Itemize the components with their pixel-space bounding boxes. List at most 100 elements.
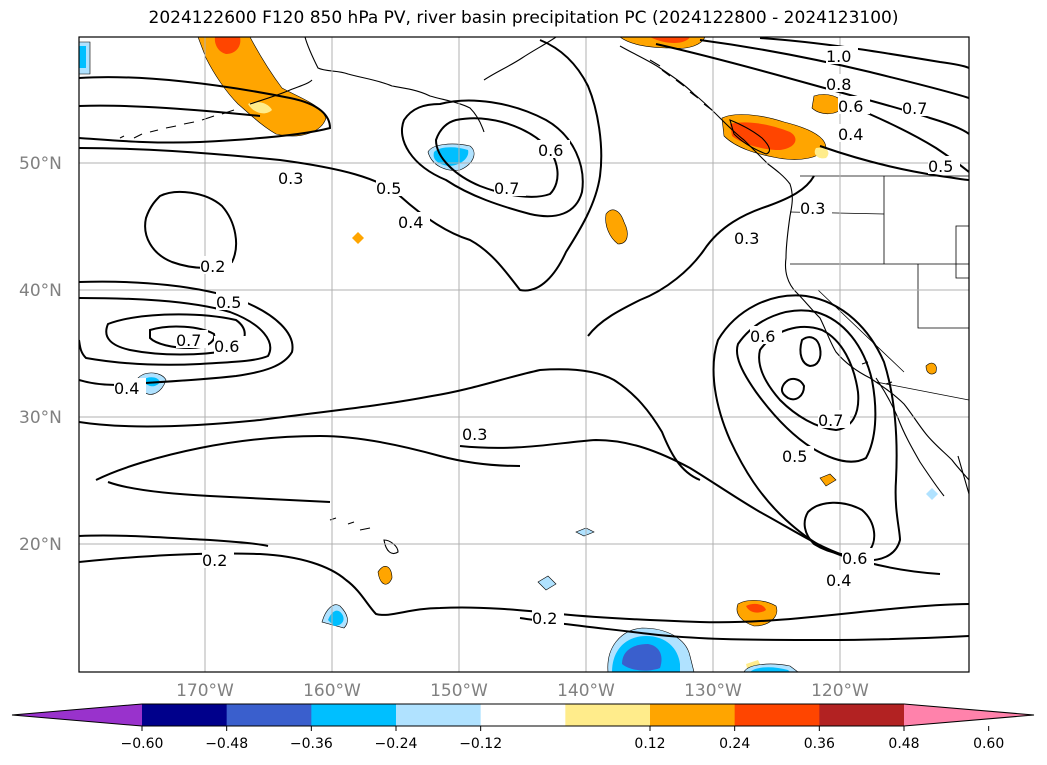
colorbar-tick-label: −0.24	[375, 736, 418, 752]
contour-label: 0.4	[826, 571, 851, 590]
contour-label: 0.6	[214, 337, 239, 356]
pv-contour	[79, 368, 701, 481]
pv-contour	[79, 76, 332, 144]
us-mexico-border	[875, 381, 969, 401]
contour-label: 0.6	[750, 327, 775, 346]
colorbar-segment	[819, 704, 905, 726]
contour-label: 0.7	[818, 411, 843, 430]
negative-precip-core	[79, 46, 86, 68]
positive-precip-area	[197, 37, 327, 137]
alaska-islands	[649, 59, 713, 111]
positive-precip-area	[377, 566, 393, 585]
pv-contour	[149, 325, 216, 350]
colorbar-tick-label: −0.60	[121, 736, 164, 752]
pv-contour	[79, 39, 603, 292]
positive-precip-area	[605, 209, 628, 245]
contour-label: 0.3	[734, 229, 759, 248]
pv-contour	[799, 336, 822, 368]
contour-label: 0.6	[838, 97, 863, 116]
lat-label: 30°N	[19, 408, 62, 428]
negative-precip-area	[575, 527, 595, 537]
pv-contour	[79, 297, 272, 366]
contour-label: 0.3	[800, 199, 825, 218]
negative-precip-core	[750, 667, 790, 672]
colorbar-segment	[142, 704, 228, 726]
colorbar-tick-label: 0.36	[804, 736, 835, 752]
contour-label: 0.6	[538, 141, 563, 160]
positive-precip-area	[819, 473, 837, 487]
negative-precip-area	[537, 575, 557, 591]
state-borders	[789, 176, 969, 373]
colorbar-tick-label: 0.12	[634, 736, 665, 752]
contour-label: 0.5	[928, 157, 953, 176]
colorbar-extend-max	[904, 704, 1034, 726]
colorbar-segment	[734, 704, 820, 726]
alaska-peninsula	[249, 79, 313, 105]
pv-contours	[79, 37, 969, 642]
colorbar: −0.60 −0.48 −0.36 −0.24 −0.12 0.12 0.24 0.36 0.4…	[11, 703, 1035, 752]
colorbar-segment	[650, 704, 736, 726]
positive-precip-area	[352, 232, 364, 244]
pv-contour	[519, 617, 969, 642]
colorbar-segment	[480, 704, 566, 726]
latitude-axis: 50°N 40°N 30°N 20°N	[19, 154, 62, 555]
contour-label: 0.2	[532, 609, 557, 628]
colorbar-segment	[226, 704, 312, 726]
positive-precip-core	[214, 37, 241, 54]
lon-label: 160°W	[303, 681, 361, 701]
hawaii	[329, 517, 399, 555]
colorbar-tick-label: 0.60	[973, 736, 1004, 752]
vancouver-island	[729, 119, 771, 155]
contour-label: 0.3	[462, 425, 487, 444]
pv-contour	[845, 103, 969, 173]
colorbar-tick-label: 0.48	[888, 736, 919, 752]
pv-contour	[79, 104, 261, 117]
pv-contour	[79, 534, 269, 547]
contour-label: 0.2	[202, 551, 227, 570]
contour-label: 0.5	[216, 293, 241, 312]
pv-contour	[759, 37, 969, 69]
colorbar-tick-label: 0.24	[719, 736, 750, 752]
baja-coast	[875, 377, 969, 497]
contour-label: 0.7	[494, 179, 519, 198]
contour-label: 0.4	[114, 379, 139, 398]
longitude-axis: 170°W 160°W 150°W 140°W 130°W 120°W	[176, 681, 869, 701]
colorbar-extend-min	[12, 704, 142, 726]
colorbar-ticks: −0.60 −0.48 −0.36 −0.24 −0.12 0.12 0.24 0.36 0.4…	[121, 726, 1004, 752]
pv-contour	[712, 294, 902, 562]
pv-contour	[434, 117, 559, 198]
colorbar-segment	[565, 704, 651, 726]
negative-precip-area	[926, 488, 938, 500]
lat-label: 50°N	[19, 154, 62, 174]
contour-label: 0.3	[278, 169, 303, 188]
contour-label-group: 0.3 0.5 0.4 0.6 0.7 1.0 0.8 0.6 0.7 0.4 …	[114, 46, 960, 628]
contour-label: 0.6	[842, 549, 867, 568]
contour-label: 0.7	[176, 331, 201, 350]
map-frame	[78, 36, 970, 673]
pv-contour	[736, 309, 877, 463]
contour-label: 1.0	[826, 47, 851, 66]
pv-contour	[79, 552, 969, 624]
aleutians	[119, 109, 235, 139]
map-title: 2024122600 F120 850 hPa PV, river basin …	[148, 8, 899, 28]
pv-contour	[401, 99, 584, 218]
contour-label: 0.7	[902, 99, 927, 118]
negative-precip-core	[622, 644, 662, 671]
positive-precip-edge	[248, 102, 272, 114]
positive-precip-area	[925, 362, 937, 375]
lat-label: 40°N	[19, 281, 62, 301]
contour-label: 0.5	[782, 447, 807, 466]
pv-contour	[758, 325, 860, 432]
lon-label: 130°W	[684, 681, 742, 701]
colorbar-tick-label: −0.12	[459, 736, 502, 752]
pv-contour	[780, 378, 806, 401]
contour-label: 0.4	[838, 125, 863, 144]
colorbar-segments	[11, 703, 1035, 727]
pv-contour	[107, 481, 331, 503]
colorbar-segment	[311, 704, 397, 726]
positive-precip-edge	[814, 147, 829, 159]
colorbar-tick-label: −0.36	[290, 736, 333, 752]
pv-contour	[95, 434, 521, 481]
colorbar-segment	[396, 704, 482, 726]
